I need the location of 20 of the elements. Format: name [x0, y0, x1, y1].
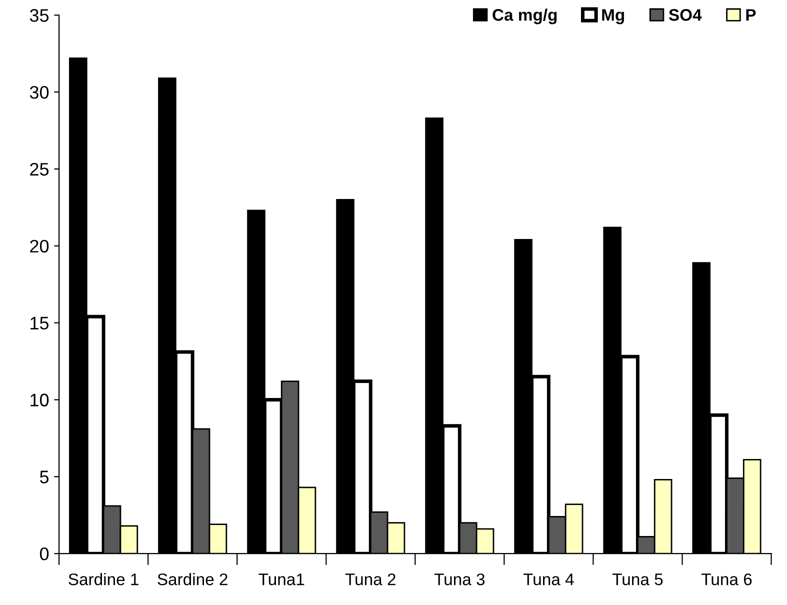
- x-tick-label: Tuna1: [258, 574, 304, 586]
- y-tick-label: 25: [30, 162, 49, 176]
- x-tick-label: Tuna 3: [434, 573, 485, 586]
- x-tick-label: Tuna 6: [701, 573, 752, 586]
- x-tick-label: Sardine 2: [158, 573, 228, 586]
- legend-label: SO4: [668, 9, 702, 21]
- y-tick-label: 35: [30, 9, 49, 22]
- x-tick-label: Tuna 5: [612, 574, 663, 586]
- x-tick-label: Sardine 1: [68, 573, 138, 586]
- legend-label: P: [746, 9, 756, 21]
- y-tick-label: 30: [30, 86, 49, 99]
- y-tick-label: 5: [40, 470, 49, 484]
- legend-label: Ca mg/g: [492, 8, 557, 24]
- y-tick-label: 15: [30, 316, 49, 330]
- y-tick-label: 10: [30, 394, 49, 406]
- y-tick-label: 20: [30, 240, 49, 253]
- x-tick-label: Tuna 4: [523, 574, 574, 586]
- y-tick-label: 0: [40, 548, 49, 560]
- x-tick-label: Tuna 2: [345, 573, 396, 586]
- legend-label: Mg: [602, 9, 624, 24]
